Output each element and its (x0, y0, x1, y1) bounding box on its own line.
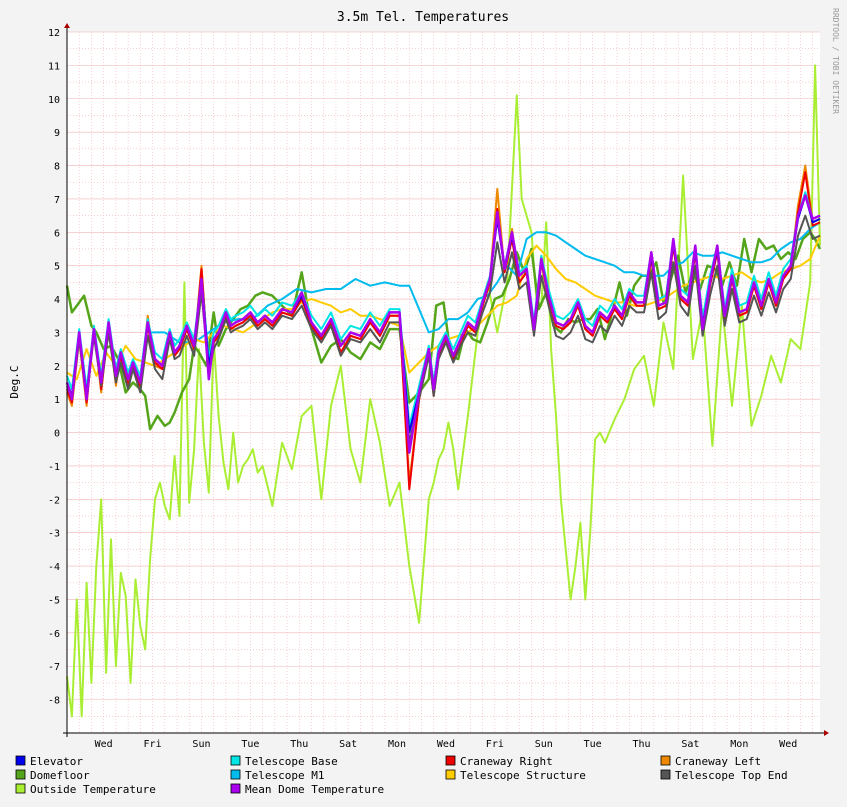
x-tick-label: Thu (290, 739, 308, 750)
x-tick-label: Thu (632, 739, 650, 750)
y-tick-label: 9 (54, 128, 60, 139)
y-tick-label: 8 (54, 162, 60, 173)
series-line-outside-temperature (66, 64, 821, 718)
legend-swatch (230, 755, 241, 766)
y-tick-label: -6 (48, 629, 60, 640)
x-tick-label: Fri (144, 739, 162, 750)
legend-item: Domefloor (15, 769, 90, 782)
legend-swatch (660, 769, 671, 780)
legend-swatch (445, 755, 456, 766)
x-tick-label: Tue (241, 739, 259, 750)
x-tick-label: Mon (388, 739, 406, 750)
y-tick-label: 10 (48, 95, 60, 106)
y-tick-label: 4 (54, 295, 60, 306)
legend-label: Craneway Right (460, 755, 553, 768)
legend-label: Outside Temperature (30, 783, 156, 796)
legend-item: Outside Temperature (15, 783, 156, 796)
y-tick-label: -5 (48, 595, 60, 606)
legend-swatch (15, 769, 26, 780)
legend-label: Telescope Top End (675, 769, 788, 782)
legend-label: Telescope M1 (245, 769, 324, 782)
legend-label: Mean Dome Temperature (245, 783, 384, 796)
legend-item: Elevator (15, 755, 83, 768)
legend-label: Elevator (30, 755, 83, 768)
x-tick-label: Fri (486, 739, 504, 750)
legend-item: Telescope Base (230, 755, 338, 768)
legend-swatch (15, 755, 26, 766)
y-tick-label: -7 (48, 662, 60, 673)
y-tick-label: 12 (48, 28, 60, 39)
legend-label: Domefloor (30, 769, 90, 782)
legend-label: Craneway Left (675, 755, 761, 768)
chart-title: 3.5m Tel. Temperatures (337, 10, 509, 25)
legend-swatch (660, 755, 671, 766)
legend-item: Telescope M1 (230, 769, 324, 782)
legend-item: Craneway Right (445, 755, 553, 768)
y-tick-label: 1 (54, 395, 60, 406)
y-tick-label: -8 (48, 696, 60, 707)
x-tick-label: Sat (339, 739, 357, 750)
legend-label: Telescope Base (245, 755, 338, 768)
legend: Elevator Telescope Base Craneway Right Cran… (15, 755, 788, 796)
y-tick-label: 7 (54, 195, 60, 206)
y-tick-label: 11 (48, 61, 60, 72)
y-tick-label: -2 (48, 495, 60, 506)
x-tick-label: Sat (681, 739, 699, 750)
legend-item: Telescope Structure (445, 769, 586, 782)
x-tick-label: Sun (535, 739, 553, 750)
legend-swatch (230, 769, 241, 780)
y-tick-label: -4 (48, 562, 60, 573)
x-tick-label: Wed (779, 739, 797, 750)
x-tick-label: Mon (730, 739, 748, 750)
y-tick-label: 3 (54, 328, 60, 339)
legend-item: Mean Dome Temperature (230, 783, 384, 796)
x-tick-labels: Wed Fri Sun Tue Thu Sat Mon Wed Fri Sun Tue Thu Sat M… (95, 739, 798, 750)
y-tick-label: 5 (54, 262, 60, 273)
legend-item: Telescope Top End (660, 769, 788, 782)
series-line-telescope-top-end (66, 214, 821, 444)
y-tick-label: 6 (54, 228, 60, 239)
series-line-mean-dome-temperature (65, 194, 821, 454)
y-tick-label: -1 (48, 462, 60, 473)
legend-item: Craneway Left (660, 755, 761, 768)
legend-swatch (445, 769, 456, 780)
legend-label: Telescope Structure (460, 769, 586, 782)
x-tick-label: Tue (584, 739, 602, 750)
x-tick-label: Sun (192, 739, 210, 750)
y-tick-label: 0 (54, 429, 60, 440)
axes (63, 23, 829, 737)
x-tick-label: Wed (437, 739, 455, 750)
y-axis-title: Deg.C (8, 365, 21, 398)
x-axis-arrow (824, 730, 829, 736)
series-lines (65, 64, 822, 718)
y-tick-label: -3 (48, 529, 60, 540)
x-tick-label: Wed (95, 739, 113, 750)
series-line-telescope-m1 (150, 221, 821, 344)
legend-swatch (15, 783, 26, 794)
legend-swatch (230, 783, 241, 794)
watermark: RRDTOOL / TOBI OETIKER (831, 8, 840, 114)
y-axis-arrow (64, 23, 70, 28)
y-tick-label: 2 (54, 362, 60, 373)
